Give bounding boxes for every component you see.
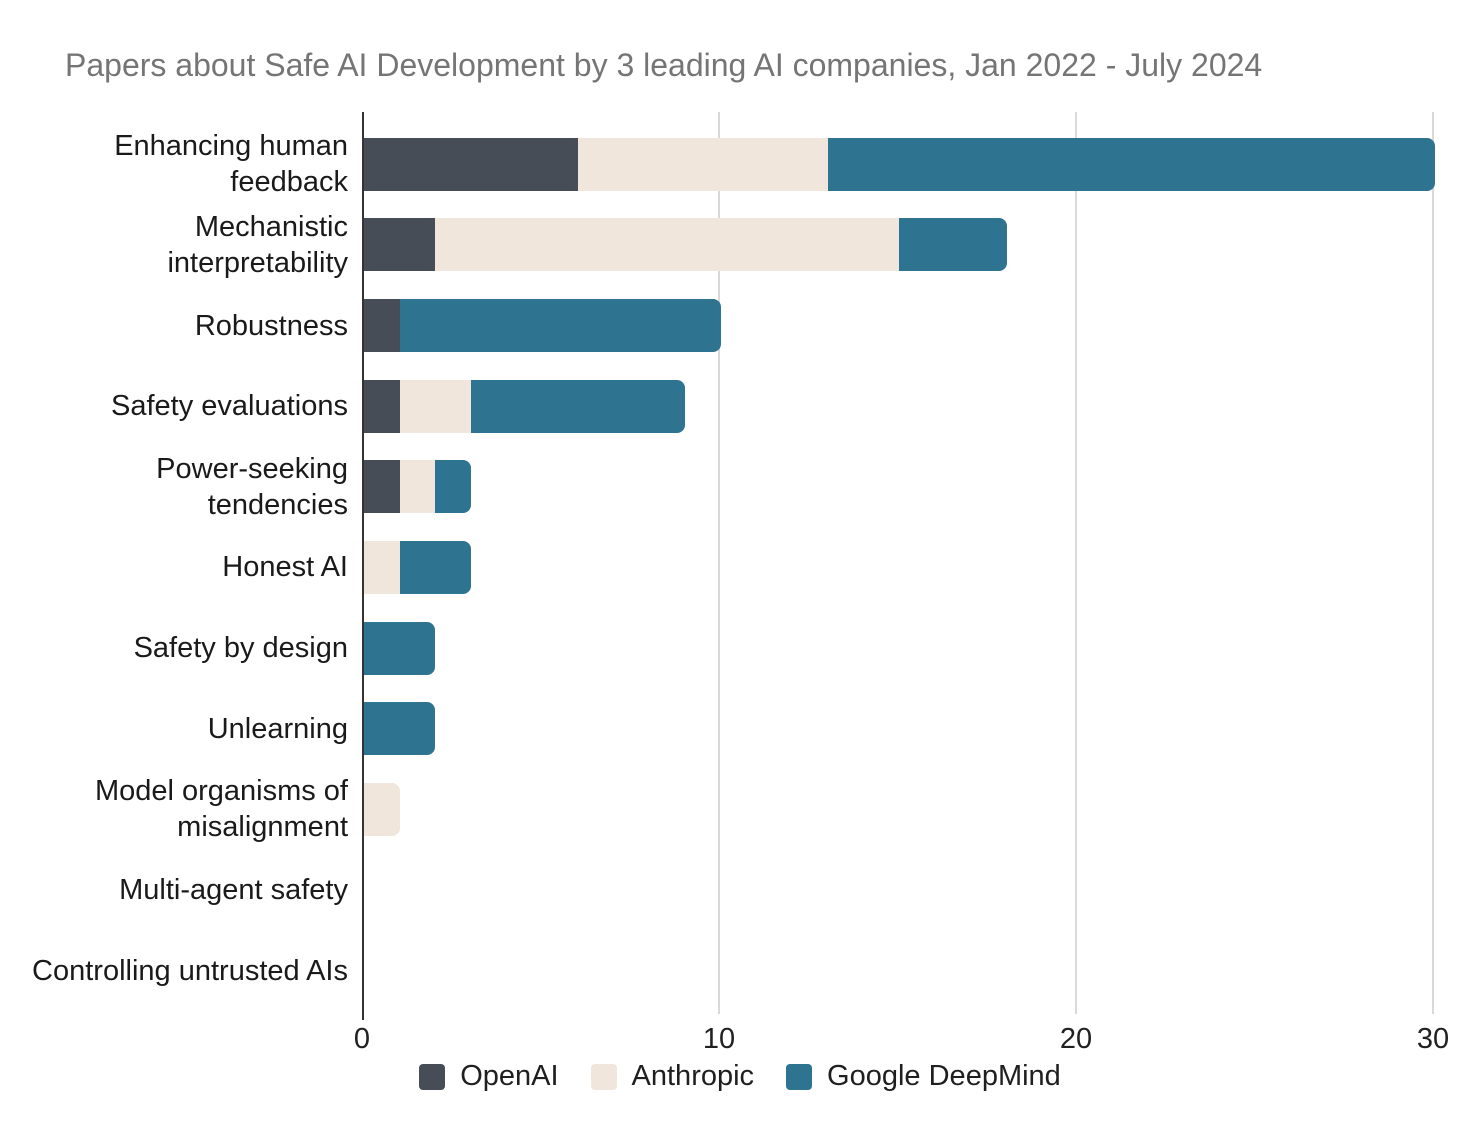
legend-label-google-deepmind: Google DeepMind xyxy=(827,1060,1061,1092)
bar-segment-google-deepmind-robustness[interactable] xyxy=(399,299,721,353)
x-tick-label-30: 30 xyxy=(1416,1023,1450,1055)
bar-row-unlearning xyxy=(364,702,436,756)
y-axis-label-power-seeking-tendencies: Power-seeking tendencies xyxy=(156,452,348,521)
legend-swatch-google-deepmind xyxy=(786,1063,813,1090)
bar-row-enhancing-human-feedback xyxy=(364,137,1435,191)
legend-label-openai: OpenAI xyxy=(460,1060,559,1092)
gridline-30 xyxy=(1432,112,1434,1014)
x-tick-label-0: 0 xyxy=(353,1023,371,1055)
bar-row-safety-evaluations xyxy=(364,379,686,433)
bar-segment-openai-safety-evaluations[interactable] xyxy=(364,379,400,433)
bar-segment-anthropic-enhancing-human-feedback[interactable] xyxy=(578,137,829,191)
gridline-20 xyxy=(1075,112,1077,1014)
gridline-10 xyxy=(718,112,720,1014)
y-axis-label-unlearning: Unlearning xyxy=(207,712,348,745)
y-axis-label-multi-agent-safety: Multi-agent safety xyxy=(119,873,348,906)
legend-label-anthropic: Anthropic xyxy=(631,1060,755,1092)
y-axis-label-model-organisms-of-misalignment: Model organisms of misalignment xyxy=(94,775,348,844)
y-axis-label-safety-evaluations: Safety evaluations xyxy=(111,390,348,423)
legend: OpenAI Anthropic Google DeepMind xyxy=(0,1060,1480,1093)
bar-segment-anthropic-model-organisms-of-misalignment[interactable] xyxy=(364,782,400,836)
legend-swatch-anthropic xyxy=(590,1063,617,1090)
bar-segment-openai-power-seeking-tendencies[interactable] xyxy=(364,460,400,514)
bar-row-power-seeking-tendencies xyxy=(364,460,472,514)
bar-segment-google-deepmind-mechanistic-interpretability[interactable] xyxy=(899,218,1007,272)
y-axis-label-safety-by-design: Safety by design xyxy=(133,632,348,665)
bar-segment-openai-mechanistic-interpretability[interactable] xyxy=(364,218,436,272)
y-axis-label-honest-ai: Honest AI xyxy=(222,551,348,584)
bar-segment-google-deepmind-power-seeking-tendencies[interactable] xyxy=(435,460,472,514)
bar-segment-anthropic-honest-ai[interactable] xyxy=(364,540,400,594)
bar-row-safety-by-design xyxy=(364,621,436,675)
y-axis-baseline xyxy=(362,112,364,1020)
x-tick-label-10: 10 xyxy=(702,1023,736,1055)
plot-area xyxy=(362,112,1468,1020)
legend-item-openai[interactable]: OpenAI xyxy=(419,1060,559,1093)
bar-row-model-organisms-of-misalignment xyxy=(364,782,400,836)
legend-item-anthropic[interactable]: Anthropic xyxy=(590,1060,755,1093)
legend-swatch-openai xyxy=(419,1063,446,1090)
bar-segment-openai-enhancing-human-feedback[interactable] xyxy=(364,137,579,191)
bar-row-honest-ai xyxy=(364,540,472,594)
bar-row-robustness xyxy=(364,299,721,353)
bar-segment-google-deepmind-safety-by-design[interactable] xyxy=(364,621,436,675)
bar-row-mechanistic-interpretability xyxy=(364,218,1007,272)
y-axis-label-enhancing-human-feedback: Enhancing human feedback xyxy=(114,130,348,199)
y-axis-label-mechanistic-interpretability: Mechanistic interpretability xyxy=(167,210,348,279)
y-axis-label-controlling-untrusted-ais: Controlling untrusted AIs xyxy=(32,954,348,987)
y-axis-label-robustness: Robustness xyxy=(194,309,348,342)
bar-segment-anthropic-power-seeking-tendencies[interactable] xyxy=(399,460,436,514)
bar-segment-google-deepmind-safety-evaluations[interactable] xyxy=(471,379,686,433)
bar-segment-anthropic-safety-evaluations[interactable] xyxy=(399,379,472,433)
y-axis-labels: Enhancing human feedback Mechanistic inte… xyxy=(16,112,348,1014)
bar-segment-anthropic-mechanistic-interpretability[interactable] xyxy=(435,218,900,272)
bar-segment-google-deepmind-enhancing-human-feedback[interactable] xyxy=(828,137,1435,191)
x-tick-label-20: 20 xyxy=(1059,1023,1093,1055)
bar-segment-google-deepmind-honest-ai[interactable] xyxy=(399,540,472,594)
legend-item-google-deepmind[interactable]: Google DeepMind xyxy=(786,1060,1061,1093)
chart-title: Papers about Safe AI Development by 3 le… xyxy=(65,47,1263,83)
bar-segment-google-deepmind-unlearning[interactable] xyxy=(364,702,436,756)
bar-segment-openai-robustness[interactable] xyxy=(364,299,400,353)
